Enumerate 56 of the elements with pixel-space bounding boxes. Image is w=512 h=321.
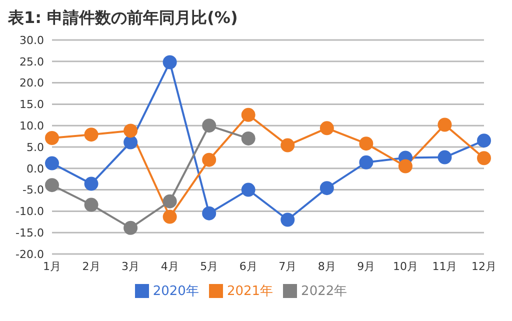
- point: [45, 131, 59, 146]
- point: [124, 124, 138, 138]
- y-tick-label: -15.0: [16, 226, 44, 240]
- y-tick-label: 30.0: [20, 34, 44, 47]
- point: [320, 181, 334, 196]
- x-tick-label: 9月: [357, 260, 376, 273]
- y-tick-label: 10.0: [20, 120, 44, 133]
- x-tick-label: 6月: [239, 260, 258, 273]
- point: [359, 136, 374, 151]
- point: [84, 198, 98, 212]
- point: [320, 121, 334, 136]
- point: [84, 128, 98, 142]
- x-tick-label: 7月: [278, 260, 297, 273]
- x-tick-label: 5月: [200, 260, 218, 273]
- x-tick-label: 12月: [472, 260, 496, 273]
- point: [84, 176, 98, 191]
- point: [359, 155, 374, 170]
- point: [124, 135, 138, 150]
- point: [202, 152, 216, 167]
- legend-label: 2020年: [152, 284, 199, 299]
- x-tick-label: 4月: [160, 260, 179, 273]
- legend-label: 2022年: [301, 284, 348, 299]
- point: [241, 108, 256, 122]
- point: [280, 212, 295, 227]
- x-tick-label: 1月: [43, 260, 61, 273]
- x-tick-label: 3月: [122, 260, 140, 273]
- point: [45, 156, 59, 170]
- x-tick-label: 10月: [392, 260, 418, 273]
- point: [162, 210, 177, 224]
- y-tick-label: -10.0: [16, 205, 44, 218]
- point: [477, 151, 491, 166]
- y-tick-label: -5.0: [22, 184, 44, 197]
- point: [202, 206, 216, 220]
- point: [438, 118, 452, 132]
- y-tick-label: 5.0: [26, 140, 44, 154]
- point: [124, 220, 138, 235]
- y-tick-label: 15.0: [20, 98, 44, 112]
- y-tick-label: 0.0: [26, 162, 44, 176]
- x-tick-label: 2月: [82, 260, 100, 273]
- point: [241, 182, 256, 197]
- chart-title: 表1: 申請件数の前年同月比(%): [8, 8, 239, 29]
- point: [202, 118, 216, 133]
- point: [241, 131, 256, 146]
- point: [477, 134, 491, 148]
- x-tick-label: 8月: [318, 260, 336, 273]
- y-tick-label: 25.0: [20, 55, 44, 68]
- point: [438, 150, 452, 164]
- point: [280, 138, 295, 152]
- point: [45, 178, 59, 192]
- y-tick-label: -20.0: [16, 248, 44, 261]
- point: [162, 194, 177, 208]
- point: [398, 159, 412, 174]
- y-tick-label: 20.0: [20, 76, 44, 90]
- legend-label: 2021年: [226, 284, 274, 299]
- x-tick-label: 11月: [432, 260, 458, 273]
- point: [162, 55, 177, 70]
